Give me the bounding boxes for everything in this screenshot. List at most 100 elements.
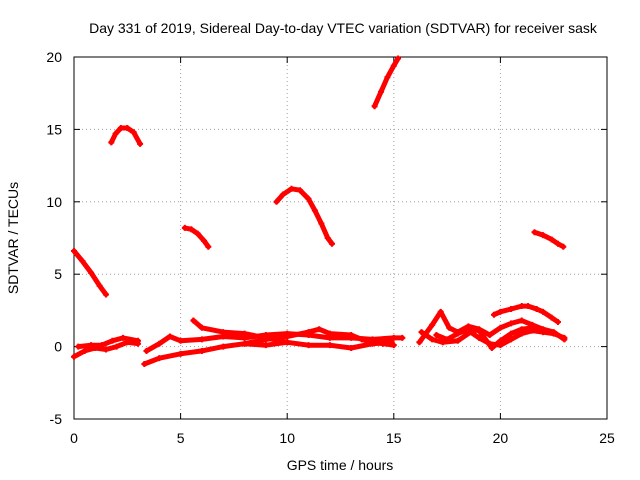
data-point <box>120 334 127 341</box>
data-point <box>328 240 335 247</box>
y-axis-label: SDTVAR / TECUs <box>5 182 21 294</box>
data-point <box>205 243 212 250</box>
data-point <box>71 353 77 360</box>
data-point <box>194 230 201 237</box>
data-point <box>348 332 355 339</box>
axis-ticks: 0 5 10 15 20 25 -5 0 5 10 15 20 <box>46 49 615 446</box>
data-point <box>166 333 173 340</box>
data-point <box>416 339 423 346</box>
data-point <box>241 340 248 347</box>
data-point <box>198 324 205 331</box>
data-point <box>561 334 568 341</box>
data-point <box>108 139 115 146</box>
data-point <box>262 342 269 349</box>
data-point <box>497 324 504 331</box>
data-point <box>540 232 547 239</box>
data-series <box>71 55 568 367</box>
data-point <box>554 318 561 325</box>
data-point <box>124 124 131 131</box>
data-point <box>548 236 555 243</box>
data-point <box>529 324 536 331</box>
series-low-3 <box>141 339 290 367</box>
data-point <box>429 336 436 343</box>
data-point <box>465 326 472 333</box>
data-point <box>437 308 444 315</box>
y-tick-label: 15 <box>46 121 62 137</box>
y-tick-label: 5 <box>54 266 62 282</box>
data-point <box>508 330 515 337</box>
data-point <box>486 332 493 339</box>
data-point <box>326 330 333 337</box>
y-tick-label: -5 <box>50 411 63 427</box>
data-point <box>134 337 141 344</box>
data-point <box>348 345 355 352</box>
data-point <box>296 187 303 194</box>
data-point <box>188 226 195 233</box>
data-point <box>380 340 387 347</box>
data-point <box>518 303 525 310</box>
data-point <box>117 124 124 131</box>
data-point <box>109 337 116 344</box>
data-point <box>305 329 312 336</box>
data-point <box>305 195 312 202</box>
x-tick-label: 5 <box>177 430 185 446</box>
grid-lines <box>74 57 607 419</box>
data-point <box>508 320 515 327</box>
data-point <box>284 333 291 340</box>
data-point <box>284 339 291 346</box>
data-point <box>273 198 280 205</box>
data-point <box>497 337 504 344</box>
data-point <box>518 326 525 333</box>
data-point <box>88 342 95 349</box>
data-point <box>102 291 109 298</box>
data-point <box>98 342 105 349</box>
data-point <box>560 243 567 250</box>
data-point <box>156 355 163 362</box>
x-tick-label: 20 <box>493 430 509 446</box>
data-point <box>79 258 86 265</box>
data-point <box>112 130 119 137</box>
data-point <box>429 321 436 328</box>
plot-frame <box>73 56 608 420</box>
data-point <box>102 346 109 353</box>
data-point <box>548 314 555 321</box>
data-point <box>71 248 77 255</box>
data-point <box>454 337 461 344</box>
data-point <box>369 339 376 346</box>
data-point <box>358 336 365 343</box>
data-point <box>220 329 227 336</box>
data-point <box>395 55 402 62</box>
data-point <box>130 129 137 136</box>
data-point <box>418 329 425 336</box>
data-point <box>454 330 461 337</box>
data-point <box>279 191 286 198</box>
data-point <box>113 343 120 350</box>
x-tick-label: 10 <box>279 430 295 446</box>
data-point <box>384 74 391 81</box>
data-point <box>324 235 331 241</box>
data-point <box>220 343 227 350</box>
data-point <box>491 311 498 318</box>
data-point <box>177 350 184 357</box>
y-tick-label: 10 <box>46 194 62 210</box>
data-point <box>201 237 208 244</box>
data-point <box>433 332 440 339</box>
x-tick-label: 15 <box>386 430 402 446</box>
data-point <box>508 305 515 312</box>
data-point <box>390 334 397 341</box>
data-point <box>371 103 378 110</box>
data-point <box>177 337 184 344</box>
data-point <box>378 88 385 95</box>
data-point <box>198 336 205 343</box>
data-point <box>75 343 82 350</box>
y-tick-label: 0 <box>54 339 62 355</box>
data-point <box>156 340 163 347</box>
data-point <box>540 308 547 315</box>
data-point <box>318 220 325 227</box>
data-point <box>476 334 483 341</box>
data-point <box>497 308 504 315</box>
data-point <box>305 342 312 349</box>
data-point <box>550 330 557 337</box>
